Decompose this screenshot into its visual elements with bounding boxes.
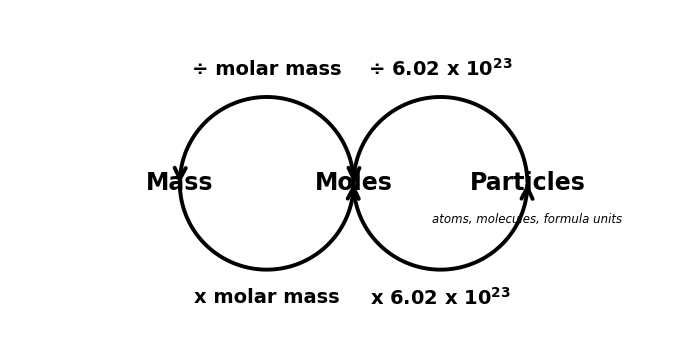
Text: atoms, molecules, formula units: atoms, molecules, formula units xyxy=(433,213,622,226)
Text: Mass: Mass xyxy=(146,171,214,195)
Text: Moles: Moles xyxy=(315,171,393,195)
Text: ÷ molar mass: ÷ molar mass xyxy=(192,60,342,78)
Text: Particles: Particles xyxy=(469,171,585,195)
Text: x molar mass: x molar mass xyxy=(194,288,339,307)
Text: ÷ 6.02 x 10$\mathbf{^{23}}$: ÷ 6.02 x 10$\mathbf{^{23}}$ xyxy=(368,58,513,80)
Text: x 6.02 x 10$\mathbf{^{23}}$: x 6.02 x 10$\mathbf{^{23}}$ xyxy=(370,287,511,309)
